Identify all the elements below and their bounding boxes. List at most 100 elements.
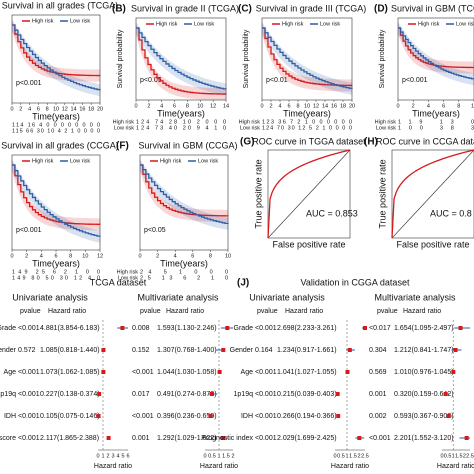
- legend-label: Low risk: [456, 21, 474, 27]
- x-tick-label: 4: [278, 103, 281, 109]
- legend-label: High risk: [160, 158, 182, 164]
- confidence-band: [136, 22, 226, 101]
- confidence-band: [140, 159, 228, 230]
- risk-name: High risk: [375, 119, 397, 125]
- y-label: True positive rate: [253, 159, 263, 228]
- survival-curve: [140, 164, 229, 217]
- x-tick-label: 2: [147, 103, 150, 109]
- x-label: Hazard ratio: [331, 463, 369, 470]
- x-tick-label: 0: [440, 453, 443, 459]
- x-tick-label: 1: [217, 453, 220, 459]
- col-header: Hazard ratio: [403, 308, 441, 315]
- uni-p: 0.572: [18, 347, 36, 354]
- x-tick-label: 2: [156, 253, 159, 259]
- x-tick-label: 2.5: [466, 453, 474, 459]
- x-tick-label: 20: [97, 106, 103, 112]
- x-tick-label: 4: [116, 453, 119, 459]
- x-tick-label: 18: [340, 103, 346, 109]
- factor: Prognostic index: [201, 435, 253, 442]
- hr-point: [208, 414, 213, 418]
- hr-point: [221, 348, 226, 352]
- multi-p: 0.569: [369, 369, 387, 376]
- x-tick-label: 0: [96, 453, 99, 459]
- panel-label: (H): [364, 137, 378, 148]
- x-tick-label: 1.5: [349, 453, 357, 459]
- x-tick-label: 2: [412, 103, 415, 109]
- hr-point: [446, 414, 451, 418]
- risk-counts: 115 66 30 10 4 2 1 0 0 0 0: [12, 128, 100, 134]
- multi-hr: 1.010(0.976-1.045): [394, 369, 454, 376]
- confidence-band: [136, 22, 226, 96]
- x-label: False positive rate: [396, 239, 469, 249]
- p-value: p<0.001: [16, 227, 42, 234]
- uni-hr: 0.105(0.075-0.146): [40, 413, 100, 420]
- x-tick-label: 2: [19, 106, 22, 112]
- x-tick-label: 8: [457, 103, 460, 109]
- uni-hr: 2.117(1.865-2.388): [40, 435, 99, 442]
- uni-hr: 2.029(1.699-2.425): [277, 435, 337, 442]
- x-tick-label: 16: [331, 103, 337, 109]
- risk-name: High risk: [113, 119, 135, 125]
- p-value: p<0.05: [140, 77, 162, 84]
- panel-label: (G): [240, 137, 254, 148]
- p-value: p<0.01: [266, 77, 288, 84]
- multi-hr: 1.044(1.030-1.058): [157, 369, 217, 376]
- hr-point: [101, 348, 106, 352]
- x-tick-label: 2: [357, 453, 360, 459]
- x-tick-label: 8: [209, 253, 212, 259]
- factor: Gender: [0, 347, 17, 354]
- factor: Grade: [0, 325, 16, 332]
- confidence-band: [262, 22, 352, 92]
- panel-label: (C): [238, 4, 252, 15]
- factor: Risk score: [0, 435, 16, 442]
- uni-p: <0.001: [255, 413, 277, 420]
- x-tick-label: 10: [304, 103, 310, 109]
- panel-label: (J): [237, 278, 249, 289]
- panel-label: (B): [112, 4, 126, 15]
- hr-point: [209, 392, 214, 396]
- x-tick-label: 12: [313, 103, 319, 109]
- x-tick-label: 0: [10, 106, 13, 112]
- risk-name: Low risk: [118, 275, 138, 281]
- x-tick-label: 2: [463, 453, 466, 459]
- risk-name: Low risk: [376, 125, 396, 131]
- panel-title: Survival in GBM (TCGA): [391, 3, 474, 13]
- x-label: False positive rate: [272, 239, 345, 249]
- multi-hr: 0.491(0.274-0.879): [157, 391, 217, 398]
- x-tick-label: 10: [197, 103, 203, 109]
- hr-point: [120, 326, 125, 330]
- x-tick-label: 0: [333, 453, 336, 459]
- survival-curve: [262, 27, 353, 89]
- plot-frame: [267, 149, 351, 239]
- risk-name: Low risk: [240, 125, 260, 131]
- x-tick-label: 4: [174, 253, 177, 259]
- legend-label: High risk: [156, 21, 178, 27]
- survival-curve: [12, 164, 101, 237]
- x-tick-label: 2: [106, 453, 109, 459]
- uni-p: <0.001: [18, 369, 40, 376]
- x-tick-label: 6: [173, 103, 176, 109]
- multi-p: 0.152: [132, 347, 150, 354]
- risk-counts: 100 38 3: [398, 125, 474, 131]
- x-tick-label: 0.5: [444, 453, 452, 459]
- panel-title: Survival in all grades (TCGA): [2, 0, 119, 10]
- x-tick-label: 0: [138, 253, 141, 259]
- panel-title: Survival in grade II (TCGA): [131, 3, 239, 13]
- roc-curve: [391, 149, 474, 239]
- x-tick-label: 14: [71, 106, 77, 112]
- col-header: pvalue: [140, 308, 161, 315]
- legend-label: High risk: [32, 18, 54, 24]
- factor: Grade: [234, 325, 254, 332]
- x-label: Time(years): [412, 108, 460, 118]
- risk-counts: 124 74 28 10 2 0 0 0: [136, 119, 226, 125]
- risk-name: High risk: [117, 269, 139, 275]
- panel-label: (F): [116, 141, 129, 152]
- risk-counts: 124 70 30 12 5 2 1 0 0 0 0: [262, 125, 352, 131]
- uni-hr: 2.698(2.233-3.261): [277, 325, 337, 332]
- uni-p: 0.164: [255, 347, 273, 354]
- x-tick-label: 1: [101, 453, 104, 459]
- x-tick-label: 0.5: [337, 453, 345, 459]
- p-value: p<0.05: [144, 227, 166, 234]
- multi-p: <0.001: [369, 435, 391, 442]
- hr-point: [345, 370, 350, 374]
